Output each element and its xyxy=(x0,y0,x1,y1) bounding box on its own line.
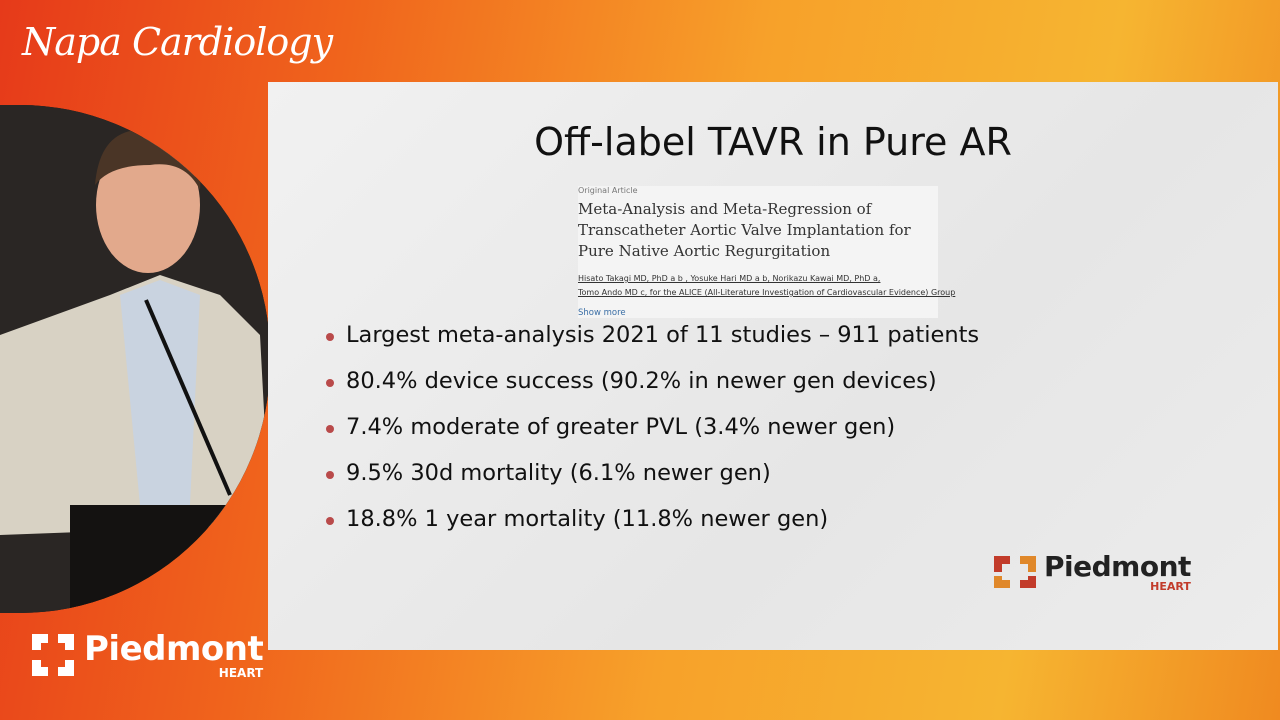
article-kind: Original Article xyxy=(578,186,638,195)
speaker-illustration xyxy=(0,105,270,613)
bullet: 80.4% device success (90.2% in newer gen… xyxy=(326,368,979,414)
corner-logo: Piedmont HEART xyxy=(28,629,264,680)
author-line: Hisato Takagi MD, PhD a b , Yosuke Hari … xyxy=(578,274,881,283)
article-title-line: Pure Native Aortic Regurgitation xyxy=(578,242,831,260)
logo-sub: HEART xyxy=(218,666,264,680)
logo-icon xyxy=(32,634,74,676)
author-line: Tomo Ando MD c, for the ALICE (All-Liter… xyxy=(578,288,956,297)
logo-name: Piedmont xyxy=(1044,550,1191,583)
bullet: 7.4% moderate of greater PVL (3.4% newer… xyxy=(326,414,979,460)
bullet-list: Largest meta-analysis 2021 of 11 studies… xyxy=(326,322,979,552)
slide: Off-label TAVR in Pure AR Original Artic… xyxy=(268,82,1278,650)
show-name: Napa Cardiology xyxy=(22,20,333,64)
article-snippet: Original Article Meta-Analysis and Meta-… xyxy=(578,186,956,318)
bullet: Largest meta-analysis 2021 of 11 studies… xyxy=(326,322,979,368)
logo-name: Piedmont xyxy=(84,629,264,669)
speaker-video xyxy=(0,105,270,613)
slide-title: Off-label TAVR in Pure AR xyxy=(534,120,1012,164)
bullet: 18.8% 1 year mortality (11.8% newer gen) xyxy=(326,506,979,552)
article-title-line: Meta-Analysis and Meta-Regression of xyxy=(578,200,872,218)
article-title-line: Transcatheter Aortic Valve Implantation … xyxy=(578,221,911,239)
show-more[interactable]: Show more xyxy=(578,308,626,318)
logo-sub: HEART xyxy=(1150,580,1191,593)
logo-icon xyxy=(994,556,1036,588)
bullet: 9.5% 30d mortality (6.1% newer gen) xyxy=(326,460,979,506)
slide-logo: Piedmont HEART xyxy=(990,552,1191,592)
